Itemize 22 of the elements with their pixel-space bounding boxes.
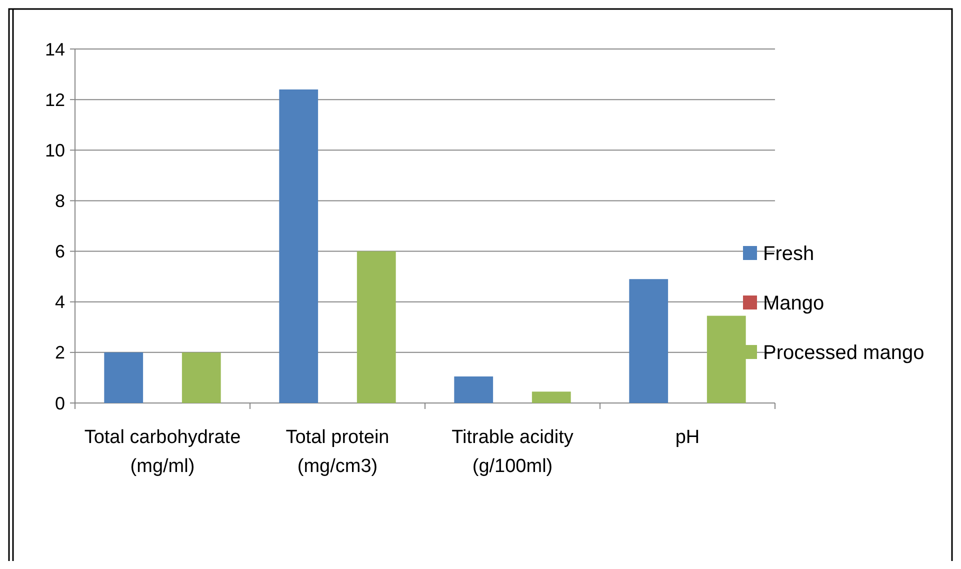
x-tick-label: Titrable acidity (g/100ml) [452, 427, 574, 477]
y-tick-label: 10 [44, 140, 65, 160]
y-tick-label: 0 [54, 393, 65, 414]
bar [629, 279, 668, 403]
y-tick-label: 6 [54, 242, 65, 262]
bar [356, 251, 396, 403]
legend-label: Fresh [763, 243, 814, 265]
y-tick-label: 4 [54, 292, 65, 312]
bar [532, 392, 571, 403]
bar [279, 89, 318, 403]
x-tick-label: pH [675, 427, 700, 448]
bar [182, 352, 221, 403]
bar [454, 376, 494, 403]
legend-label: Processed mango [763, 342, 924, 364]
y-tick-label: 14 [44, 39, 65, 60]
x-tick-label: Total carbohydrate (mg/ml) [84, 427, 241, 477]
bar [104, 352, 144, 403]
y-tick-label: 12 [44, 90, 65, 110]
legend-label: Mango [763, 292, 824, 314]
y-tick-label: 8 [54, 191, 65, 212]
x-tick-label: Total protein (mg/cm3) [286, 427, 390, 477]
y-tick-label: 2 [54, 342, 65, 363]
